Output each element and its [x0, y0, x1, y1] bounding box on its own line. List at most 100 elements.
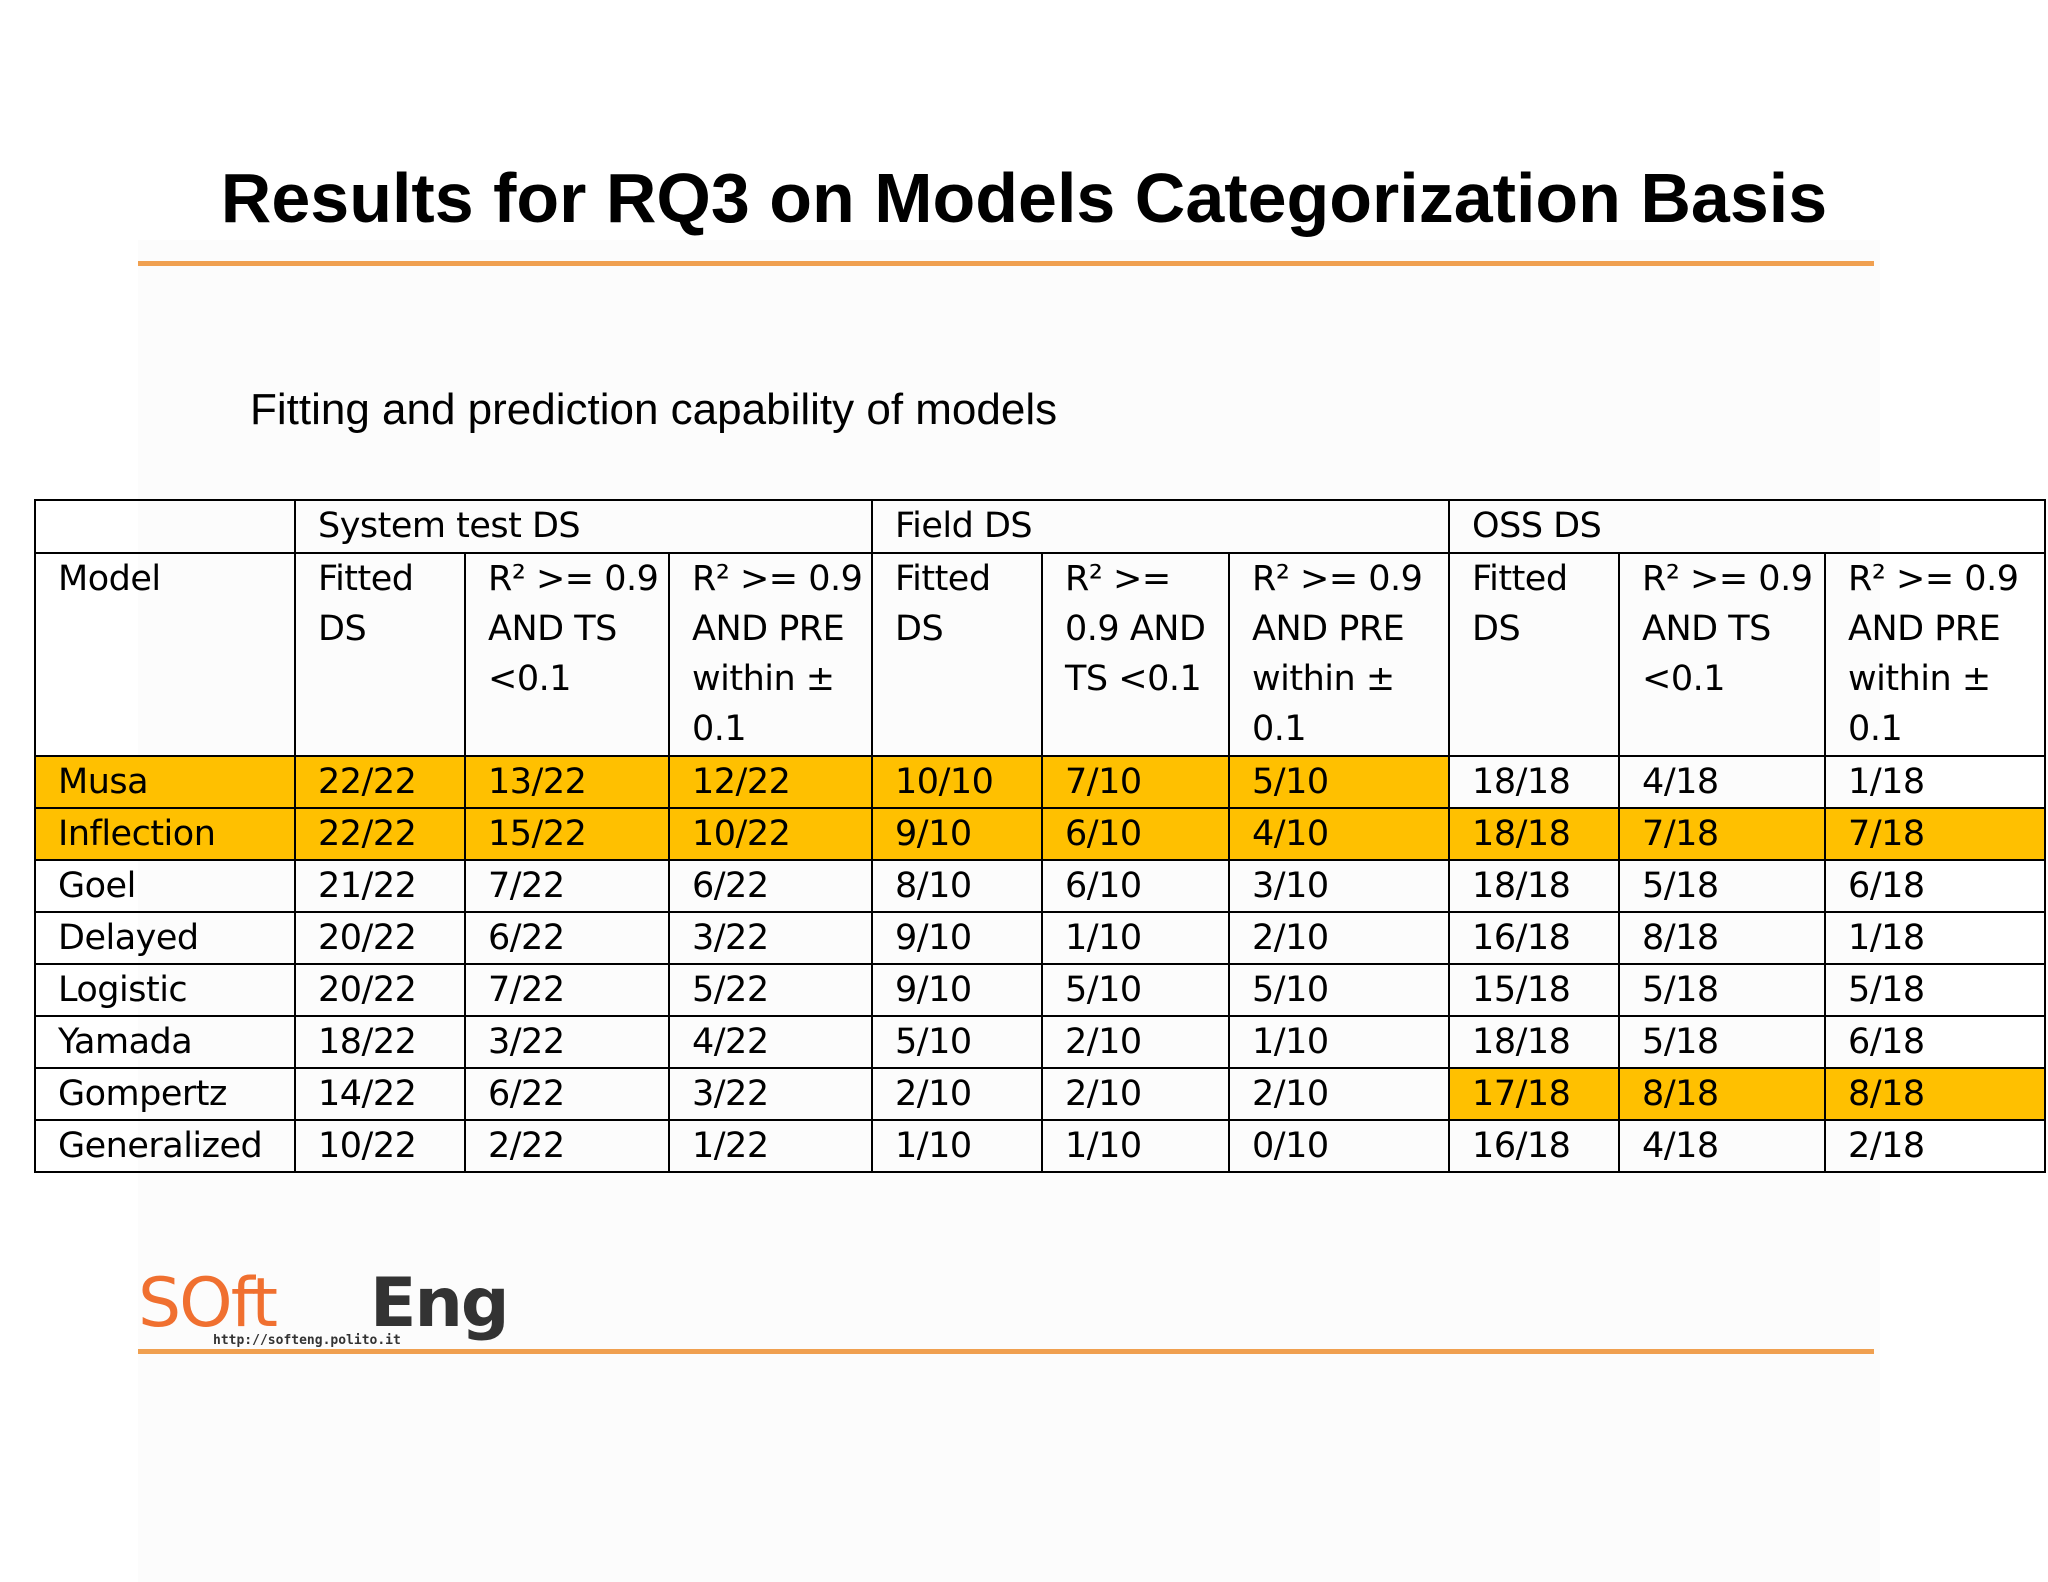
model-cell: Goel	[34, 859, 296, 913]
value-cell: 8/10	[871, 859, 1044, 913]
svg-text:Eng: Eng	[370, 1268, 508, 1343]
value-cell: 4/10	[1228, 807, 1451, 861]
value-cell: 20/22	[294, 963, 466, 1017]
value-cell: 1/10	[1041, 911, 1231, 965]
column-header: R² >= 0.9 AND TS <0.1	[464, 552, 670, 757]
value-cell: 3/22	[667, 1067, 874, 1121]
value-cell: 7/22	[464, 859, 670, 913]
value-cell: 20/22	[294, 911, 466, 965]
value-cell: 6/22	[464, 1067, 670, 1121]
empty-corner-cell	[34, 499, 296, 554]
value-cell: 6/10	[1041, 807, 1231, 861]
table-row-musa: Musa 22/22 13/22 12/22 10/10 7/10 5/10 1…	[34, 755, 2047, 809]
model-cell: Gompertz	[34, 1067, 296, 1121]
value-cell: 5/10	[1228, 963, 1451, 1017]
value-cell: 5/10	[1228, 755, 1451, 809]
table-row-inflection: Inflection 22/22 15/22 10/22 9/10 6/10 4…	[34, 807, 2047, 861]
value-cell: 6/10	[1041, 859, 1231, 913]
value-cell: 15/22	[464, 807, 670, 861]
value-cell: 4/22	[667, 1015, 874, 1069]
value-cell: 5/18	[1618, 963, 1827, 1017]
value-cell: 6/18	[1824, 859, 2047, 913]
column-header-row: Model Fitted DS R² >= 0.9 AND TS <0.1 R²…	[34, 552, 2047, 757]
column-header: Fitted DS	[1448, 552, 1621, 757]
value-cell: 2/10	[871, 1067, 1044, 1121]
slide-title: Results for RQ3 on Models Categorization…	[220, 159, 1828, 237]
value-cell: 6/18	[1824, 1015, 2047, 1069]
column-header: Fitted DS	[294, 552, 466, 757]
value-cell: 18/18	[1448, 807, 1621, 861]
value-cell: 0/10	[1228, 1119, 1451, 1173]
value-cell: 9/10	[871, 911, 1044, 965]
model-cell: Inflection	[34, 807, 296, 861]
value-cell: 6/22	[464, 911, 670, 965]
value-cell: 4/18	[1618, 1119, 1827, 1173]
value-cell: 16/18	[1448, 1119, 1621, 1173]
model-cell: Delayed	[34, 911, 296, 965]
column-header: Fitted DS	[871, 552, 1044, 757]
value-cell: 18/18	[1448, 859, 1621, 913]
value-cell: 5/10	[1041, 963, 1231, 1017]
value-cell: 7/22	[464, 963, 670, 1017]
value-cell: 1/18	[1824, 755, 2047, 809]
model-header: Model	[34, 552, 296, 757]
value-cell: 2/10	[1228, 911, 1451, 965]
column-header: R² >= 0.9 AND PRE within ± 0.1	[667, 552, 874, 757]
group-header-row: System test DS Field DS OSS DS	[34, 499, 2047, 554]
model-cell: Yamada	[34, 1015, 296, 1069]
model-cell: Generalized	[34, 1119, 296, 1173]
value-cell: 8/18	[1618, 1067, 1827, 1121]
value-cell: 7/18	[1618, 807, 1827, 861]
value-cell: 18/18	[1448, 755, 1621, 809]
value-cell: 16/18	[1448, 911, 1621, 965]
value-cell: 1/22	[667, 1119, 874, 1173]
value-cell: 12/22	[667, 755, 874, 809]
value-cell: 17/18	[1448, 1067, 1621, 1121]
column-header: R² >= 0.9 AND TS <0.1	[1618, 552, 1827, 757]
svg-text:SOft: SOft	[138, 1268, 277, 1343]
value-cell: 13/22	[464, 755, 670, 809]
footer-divider	[138, 1349, 1874, 1354]
value-cell: 8/18	[1618, 911, 1827, 965]
table-row-goel: Goel 21/22 7/22 6/22 8/10 6/10 3/10 18/1…	[34, 859, 2047, 913]
value-cell: 5/18	[1824, 963, 2047, 1017]
table-row-yamada: Yamada 18/22 3/22 4/22 5/10 2/10 1/10 18…	[34, 1015, 2047, 1069]
value-cell: 8/18	[1824, 1067, 2047, 1121]
column-header: R² >= 0.9 AND PRE within ± 0.1	[1228, 552, 1451, 757]
value-cell: 2/18	[1824, 1119, 2047, 1173]
table-row-gompertz: Gompertz 14/22 6/22 3/22 2/10 2/10 2/10 …	[34, 1067, 2047, 1121]
value-cell: 9/10	[871, 807, 1044, 861]
value-cell: 15/18	[1448, 963, 1621, 1017]
value-cell: 2/10	[1041, 1067, 1231, 1121]
value-cell: 4/18	[1618, 755, 1827, 809]
svg-text:http://softeng.polito.it: http://softeng.polito.it	[213, 1333, 401, 1348]
value-cell: 10/22	[294, 1119, 466, 1173]
value-cell: 9/10	[871, 963, 1044, 1017]
softeng-logo: SOft Eng http://softeng.polito.it	[138, 1268, 510, 1348]
table-row-delayed: Delayed 20/22 6/22 3/22 9/10 1/10 2/10 1…	[34, 911, 2047, 965]
column-header: R² >= 0.9 AND PRE within ± 0.1	[1824, 552, 2047, 757]
value-cell: 5/22	[667, 963, 874, 1017]
group-header-oss: OSS DS	[1448, 499, 2047, 554]
value-cell: 3/22	[464, 1015, 670, 1069]
model-cell: Logistic	[34, 963, 296, 1017]
value-cell: 18/18	[1448, 1015, 1621, 1069]
value-cell: 1/10	[1041, 1119, 1231, 1173]
value-cell: 1/10	[1228, 1015, 1451, 1069]
slide-subtitle: Fitting and prediction capability of mod…	[250, 385, 1058, 434]
value-cell: 22/22	[294, 807, 466, 861]
value-cell: 6/22	[667, 859, 874, 913]
value-cell: 1/10	[871, 1119, 1044, 1173]
value-cell: 10/10	[871, 755, 1044, 809]
value-cell: 3/22	[667, 911, 874, 965]
value-cell: 14/22	[294, 1067, 466, 1121]
value-cell: 7/10	[1041, 755, 1231, 809]
model-cell: Musa	[34, 755, 296, 809]
value-cell: 18/22	[294, 1015, 466, 1069]
value-cell: 5/18	[1618, 859, 1827, 913]
group-header-field: Field DS	[871, 499, 1451, 554]
value-cell: 10/22	[667, 807, 874, 861]
value-cell: 22/22	[294, 755, 466, 809]
value-cell: 5/10	[871, 1015, 1044, 1069]
results-table: System test DS Field DS OSS DS Model Fit…	[34, 499, 2047, 1173]
